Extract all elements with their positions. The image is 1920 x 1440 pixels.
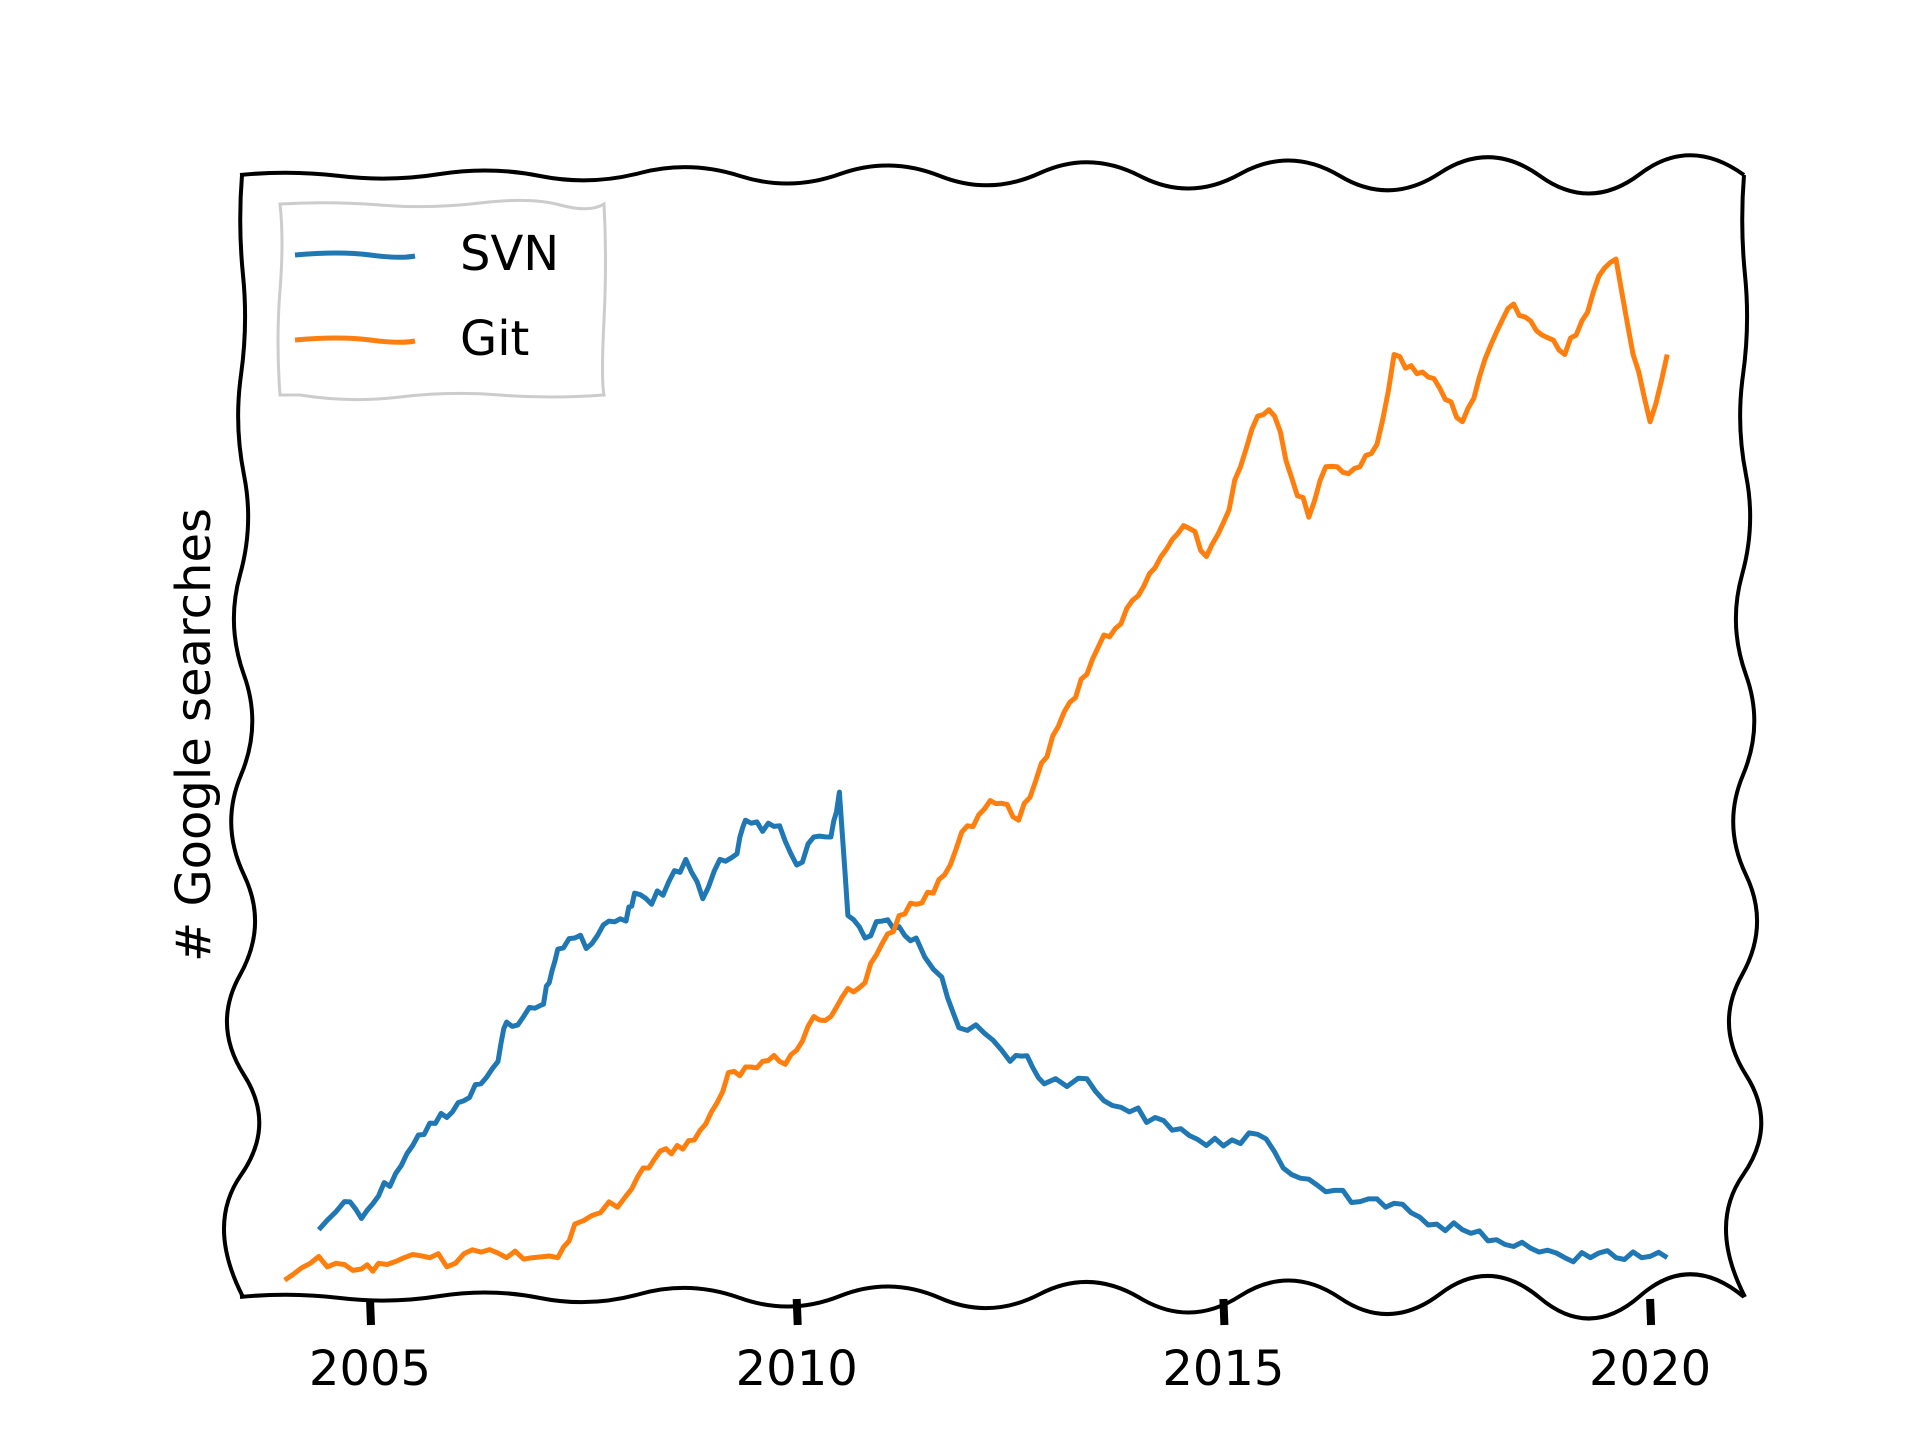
x-tick-label-2010: 2010: [736, 1341, 858, 1397]
x-tick-mark-2020: [1646, 1298, 1656, 1326]
legend-line-svn: [294, 250, 416, 260]
series-line-svn: [316, 789, 1669, 1265]
series-line-git: [283, 256, 1670, 1283]
x-axis-ticks: 2005 2010 2015 2020: [309, 1298, 1711, 1397]
axis-frame-top: [239, 153, 1746, 196]
y-axis-label: # Google searches: [166, 508, 222, 962]
legend: SVN Git: [276, 198, 607, 402]
x-tick-mark-2015: [1219, 1298, 1229, 1326]
x-tick-mark-2005: [366, 1298, 375, 1326]
legend-label-git: Git: [460, 311, 529, 367]
x-tick-label-2015: 2015: [1162, 1341, 1284, 1397]
x-tick-label-2020: 2020: [1589, 1341, 1711, 1397]
axis-frame-right: [1724, 174, 1764, 1298]
x-tick-mark-2010: [792, 1298, 802, 1326]
x-tick-label-2005: 2005: [309, 1341, 431, 1397]
series-group: [283, 256, 1670, 1283]
axis-frame-bottom: [239, 1272, 1746, 1321]
legend-line-git: [294, 335, 416, 345]
legend-frame: [276, 198, 607, 402]
axis-frame-left: [222, 174, 262, 1298]
legend-label-svn: SVN: [460, 226, 559, 282]
